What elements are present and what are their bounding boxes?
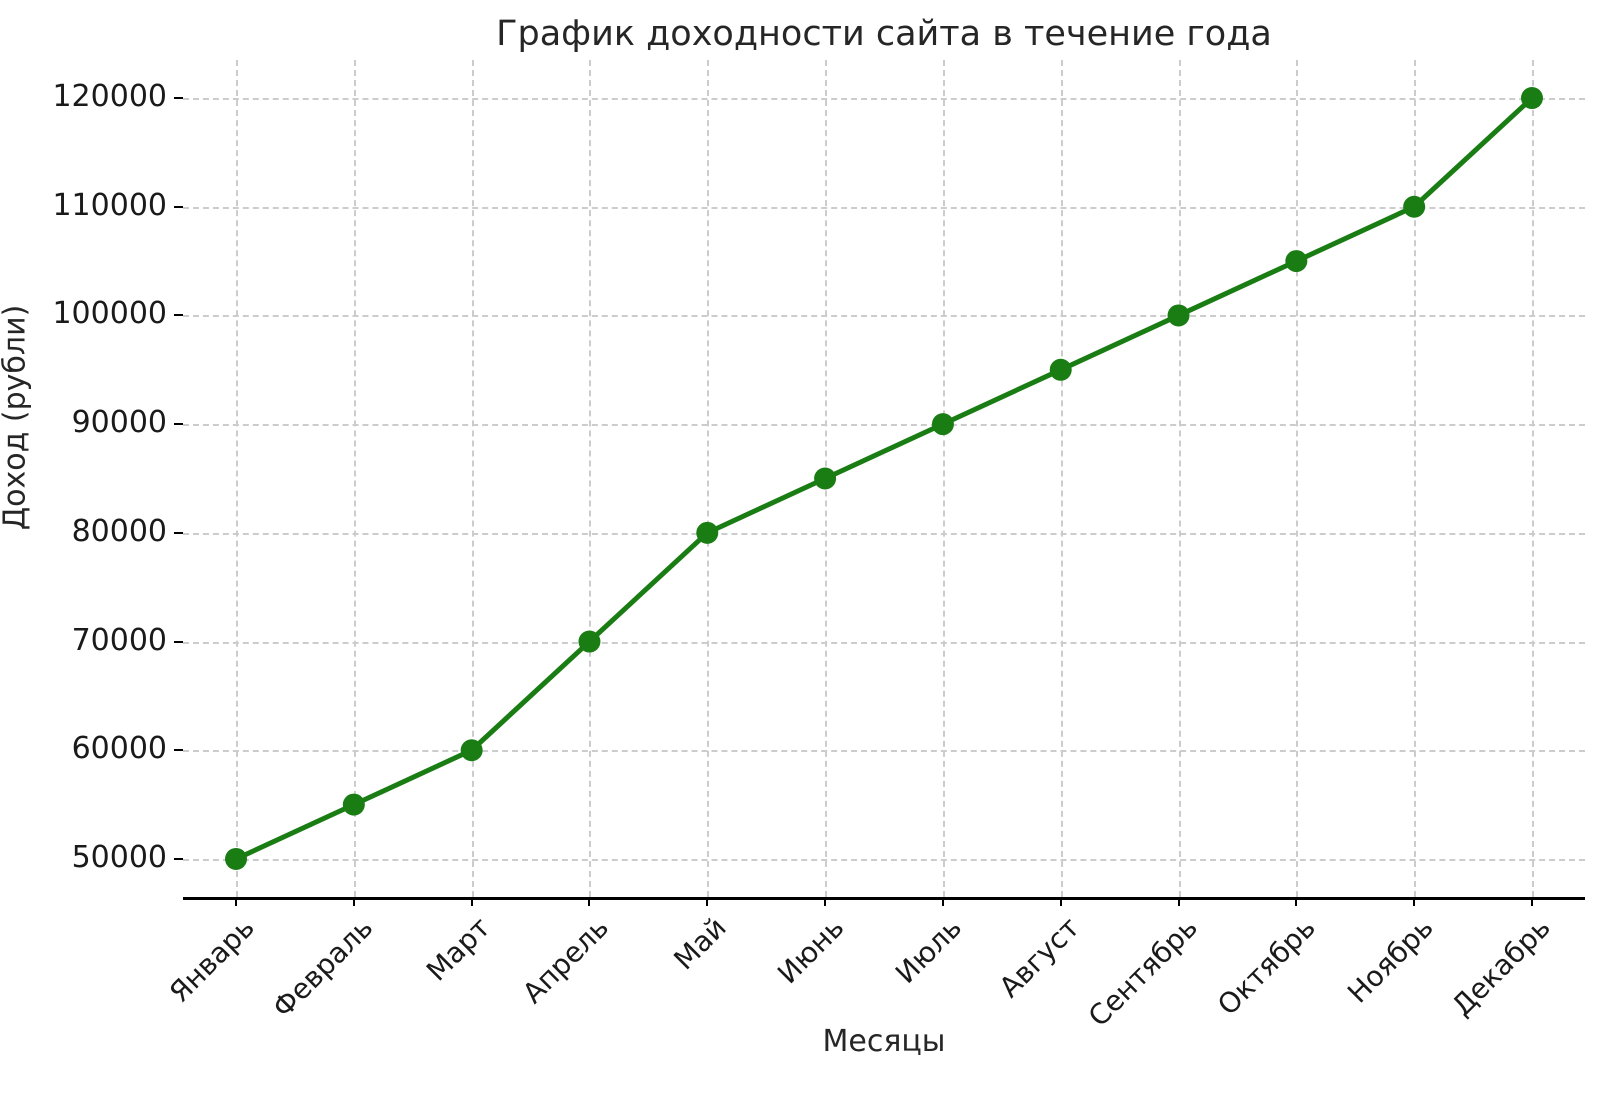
y-tick-label: 90000 — [71, 405, 167, 441]
x-tick-label: Июль — [888, 910, 969, 991]
y-tick-label: 100000 — [52, 296, 167, 332]
data-point-marker — [814, 467, 837, 490]
y-tick-mark — [174, 531, 183, 534]
x-tick-label: Январь — [163, 910, 262, 1009]
y-tick-mark — [174, 314, 183, 317]
gridline-vertical — [1178, 60, 1181, 897]
x-tick-label: Май — [667, 910, 733, 977]
x-tick-label: Февраль — [265, 910, 380, 1025]
gridline-vertical — [1060, 60, 1063, 897]
y-tick-label: 110000 — [52, 187, 167, 223]
x-tick-label: Апрель — [515, 910, 615, 1010]
gridline-horizontal — [183, 315, 1585, 318]
gridline-vertical — [353, 60, 356, 897]
y-tick-mark — [174, 749, 183, 752]
data-point-marker — [342, 793, 365, 816]
y-tick-mark — [174, 205, 183, 208]
y-tick-label: 50000 — [71, 839, 167, 875]
plot-area — [174, 60, 1585, 906]
x-tick-mark — [588, 897, 591, 906]
x-tick-label: Март — [420, 910, 497, 988]
gridline-horizontal — [183, 641, 1585, 644]
x-tick-mark — [824, 897, 827, 906]
x-tick-mark — [470, 897, 473, 906]
x-tick-mark — [235, 897, 238, 906]
x-tick-mark — [1413, 897, 1416, 906]
data-point-marker — [460, 739, 483, 762]
x-tick-mark — [352, 897, 355, 906]
y-tick-mark — [174, 97, 183, 100]
chart-title: График доходности сайта в течение года — [496, 14, 1272, 54]
y-tick-label: 80000 — [71, 513, 167, 549]
gridline-vertical — [1414, 60, 1417, 897]
data-point-marker — [225, 847, 248, 870]
x-tick-mark — [1059, 897, 1062, 906]
x-tick-mark — [1177, 897, 1180, 906]
x-tick-label: Август — [992, 910, 1086, 1004]
gridline-vertical — [589, 60, 592, 897]
data-point-marker — [1049, 358, 1072, 381]
y-tick-mark — [174, 857, 183, 860]
x-tick-label: Декабрь — [1445, 910, 1558, 1023]
gridline-horizontal — [183, 750, 1585, 753]
data-point-marker — [931, 413, 954, 436]
x-tick-mark — [941, 897, 944, 906]
data-point-marker — [696, 521, 719, 544]
x-tick-label: Сентябрь — [1081, 910, 1204, 1034]
x-tick-mark — [706, 897, 709, 906]
y-tick-mark — [174, 423, 183, 426]
x-tick-label: Ноябрь — [1340, 910, 1440, 1010]
x-axis-spine — [183, 897, 1585, 900]
x-tick-mark — [1295, 897, 1298, 906]
x-tick-mark — [1530, 897, 1533, 906]
gridline-vertical — [1296, 60, 1299, 897]
gridline-vertical — [236, 60, 239, 897]
data-point-marker — [1285, 250, 1308, 273]
gridline-horizontal — [183, 424, 1585, 427]
x-tick-label: Октябрь — [1210, 910, 1322, 1022]
gridline-horizontal — [183, 858, 1585, 861]
gridline-horizontal — [183, 98, 1585, 101]
data-line — [233, 95, 1535, 862]
x-axis-label: Месяцы — [822, 1024, 946, 1059]
gridline-vertical — [1531, 60, 1534, 897]
y-tick-label: 120000 — [52, 79, 167, 115]
gridline-vertical — [942, 60, 945, 897]
data-point-marker — [578, 630, 601, 653]
y-axis-label: Доход (рубли) — [0, 304, 33, 531]
gridline-vertical — [471, 60, 474, 897]
gridline-horizontal — [183, 532, 1585, 535]
data-series-layer — [225, 87, 1543, 870]
data-point-marker — [1520, 87, 1543, 110]
data-point-marker — [1403, 195, 1426, 218]
gridline-horizontal — [183, 206, 1585, 209]
gridline-vertical — [707, 60, 710, 897]
y-tick-label: 70000 — [71, 622, 167, 658]
data-point-marker — [1167, 304, 1190, 327]
x-tick-label: Июнь — [770, 910, 851, 991]
y-tick-label: 60000 — [71, 731, 167, 767]
y-tick-mark — [174, 640, 183, 643]
